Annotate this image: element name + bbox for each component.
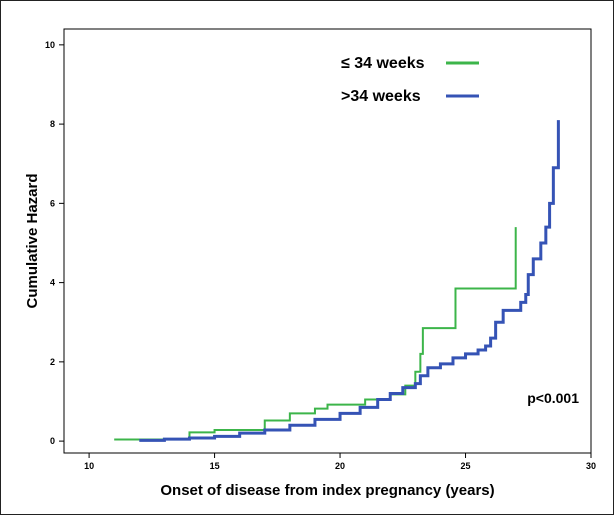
y-axis: 0 2 4 6 8 10	[45, 40, 64, 446]
series-line-le-34-weeks	[114, 227, 517, 441]
plot-border	[63, 28, 592, 454]
y-tick-label: 8	[50, 119, 55, 129]
series-line-gt-34-weeks	[139, 120, 560, 442]
x-tick-label: 20	[335, 461, 345, 471]
x-tick-label: 10	[84, 461, 94, 471]
x-axis: 10 15 20 25 30	[84, 453, 596, 471]
legend: ≤ 34 weeks >34 weeks	[341, 55, 479, 105]
p-value-annotation: p<0.001	[527, 390, 579, 406]
plot-area: 10 15 20 25 30 0 2 4 6 8 10	[45, 28, 596, 471]
y-axis-title: Cumulative Hazard	[24, 173, 41, 308]
y-tick-label: 4	[50, 278, 55, 288]
x-tick-label: 30	[586, 461, 596, 471]
x-tick-label: 25	[461, 461, 471, 471]
y-tick-label: 2	[50, 357, 55, 367]
x-tick-label: 15	[210, 461, 220, 471]
series-layer	[114, 120, 560, 442]
y-tick-label: 0	[50, 436, 55, 446]
legend-label-le-34-weeks: ≤ 34 weeks	[341, 55, 425, 72]
x-axis-title: Onset of disease from index pregnancy (y…	[160, 482, 494, 499]
legend-label-gt-34-weeks: >34 weeks	[341, 88, 421, 105]
y-tick-label: 6	[50, 198, 55, 208]
y-tick-label: 10	[45, 40, 55, 50]
